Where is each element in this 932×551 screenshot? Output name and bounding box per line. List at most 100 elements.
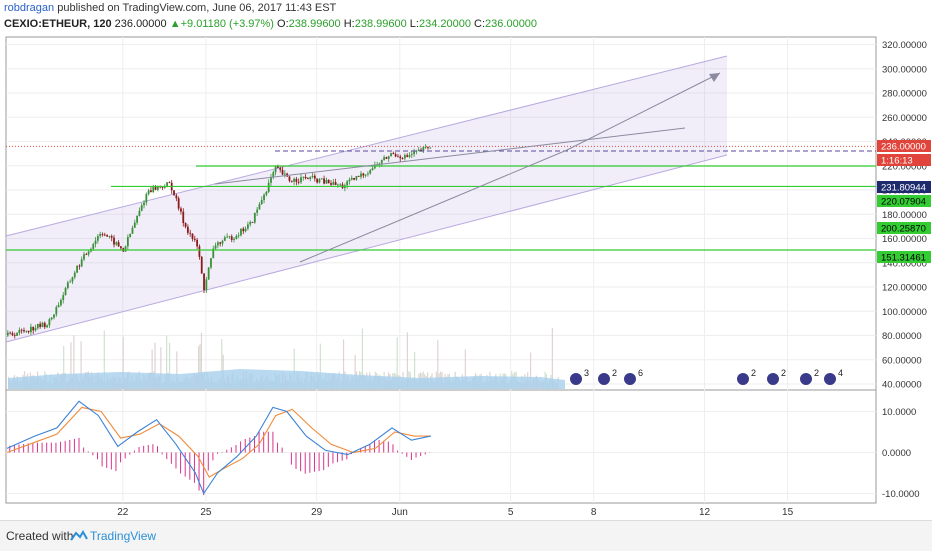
candle-body [196, 239, 199, 247]
candle-body [383, 157, 385, 160]
candle-body [316, 178, 319, 183]
candle-body [46, 325, 48, 328]
candle-body [150, 190, 152, 193]
price-axis-badge-label: 1:16:13 [881, 156, 913, 167]
candle-body [143, 202, 145, 206]
time-tick-label: 8 [591, 507, 597, 518]
candle-body [304, 176, 307, 179]
candle-body [115, 242, 118, 245]
candle-body [94, 240, 97, 245]
price-chart[interactable]: 40.0000060.0000080.00000100.00000120.000… [0, 0, 932, 520]
candle-body [263, 194, 265, 201]
candle-body [249, 222, 252, 225]
candle-body [403, 155, 406, 159]
candle-body [300, 177, 302, 183]
candle-body [163, 187, 166, 188]
candle-body [325, 179, 328, 184]
candle-body [422, 147, 425, 152]
candle-body [66, 282, 69, 289]
candle-body [32, 326, 35, 331]
candle-body [96, 236, 99, 241]
volume-bar [551, 327, 553, 389]
candle-body [327, 179, 330, 184]
event-icon [736, 372, 750, 386]
candle-body [346, 181, 349, 186]
volume-bar [154, 342, 156, 389]
tradingview-link[interactable]: TradingView [90, 529, 157, 543]
last-price: 236.00000 [114, 18, 167, 30]
candle-body [25, 330, 28, 332]
volume-bar [160, 347, 162, 389]
low-label: L: [409, 18, 419, 30]
candle-body [320, 178, 323, 180]
event-count-label: 3 [584, 368, 589, 378]
candle-body [251, 222, 254, 223]
candle-body [191, 233, 194, 239]
symbol-label: CEXIO:ETHEUR, 120 [4, 18, 112, 30]
event-count-label: 2 [781, 368, 786, 378]
candle-body [154, 186, 157, 190]
candle-body [198, 246, 201, 257]
candle-body [219, 242, 222, 244]
event-count-label: 2 [814, 368, 819, 378]
candle-body [207, 267, 210, 280]
candle-body [23, 330, 25, 332]
candle-body [71, 277, 74, 282]
candle-body [64, 288, 67, 296]
candle-body [173, 190, 175, 196]
volume-bar [361, 328, 363, 389]
candle-body [166, 182, 169, 188]
event-icon [823, 372, 837, 386]
close-value: 236.00000 [485, 18, 538, 30]
candle-body [277, 165, 279, 168]
candle-body [13, 335, 16, 336]
candle-body [85, 254, 88, 256]
candle-body [48, 319, 51, 326]
volume-bar [122, 336, 124, 389]
candle-body [364, 174, 367, 176]
candle-body [230, 236, 233, 240]
volume-bar [199, 344, 201, 389]
candle-body [43, 322, 46, 328]
volume-bar [200, 332, 203, 389]
price-tick-label: 220.00000 [882, 161, 927, 172]
candle-body [110, 236, 113, 238]
price-axis-badge [877, 222, 931, 234]
candle-body [355, 176, 358, 180]
volume-bar [464, 349, 466, 389]
candle-body [147, 190, 150, 195]
candle-body [253, 212, 256, 223]
candle-body [216, 242, 219, 246]
candle-body [309, 177, 312, 179]
candle-body [357, 176, 360, 177]
candle-body [161, 186, 164, 188]
volume-bar [437, 340, 439, 389]
candle-body [348, 179, 351, 182]
candle-body [36, 323, 39, 329]
candle-body [406, 155, 409, 157]
price-axis-badge-label: 151.31461 [881, 253, 926, 264]
author-link[interactable]: robdragan [4, 2, 55, 14]
footer-bar: Created with TradingView [0, 520, 932, 551]
candle-body [240, 228, 242, 236]
volume-bar [530, 352, 532, 389]
candle-body [92, 244, 95, 249]
candle-body [78, 265, 81, 267]
macd-tick-label: 10.0000 [882, 407, 916, 418]
candle-body [256, 209, 259, 213]
time-tick-label: 22 [117, 507, 129, 518]
candle-body [214, 245, 217, 249]
candle-body [221, 240, 224, 244]
candle-body [415, 151, 418, 152]
candle-body [11, 333, 14, 336]
candle-body [76, 265, 78, 273]
candle-body [417, 149, 420, 152]
candle-body [60, 299, 62, 306]
symbol-line: CEXIO:ETHEUR, 120 236.00000 ▲+9.01180 (+… [4, 18, 537, 30]
candle-body [394, 154, 397, 157]
time-tick-label: Jun [392, 507, 408, 518]
candle-body [133, 222, 136, 228]
candle-body [175, 195, 178, 199]
candle-body [124, 246, 127, 252]
candle-body [397, 156, 399, 158]
